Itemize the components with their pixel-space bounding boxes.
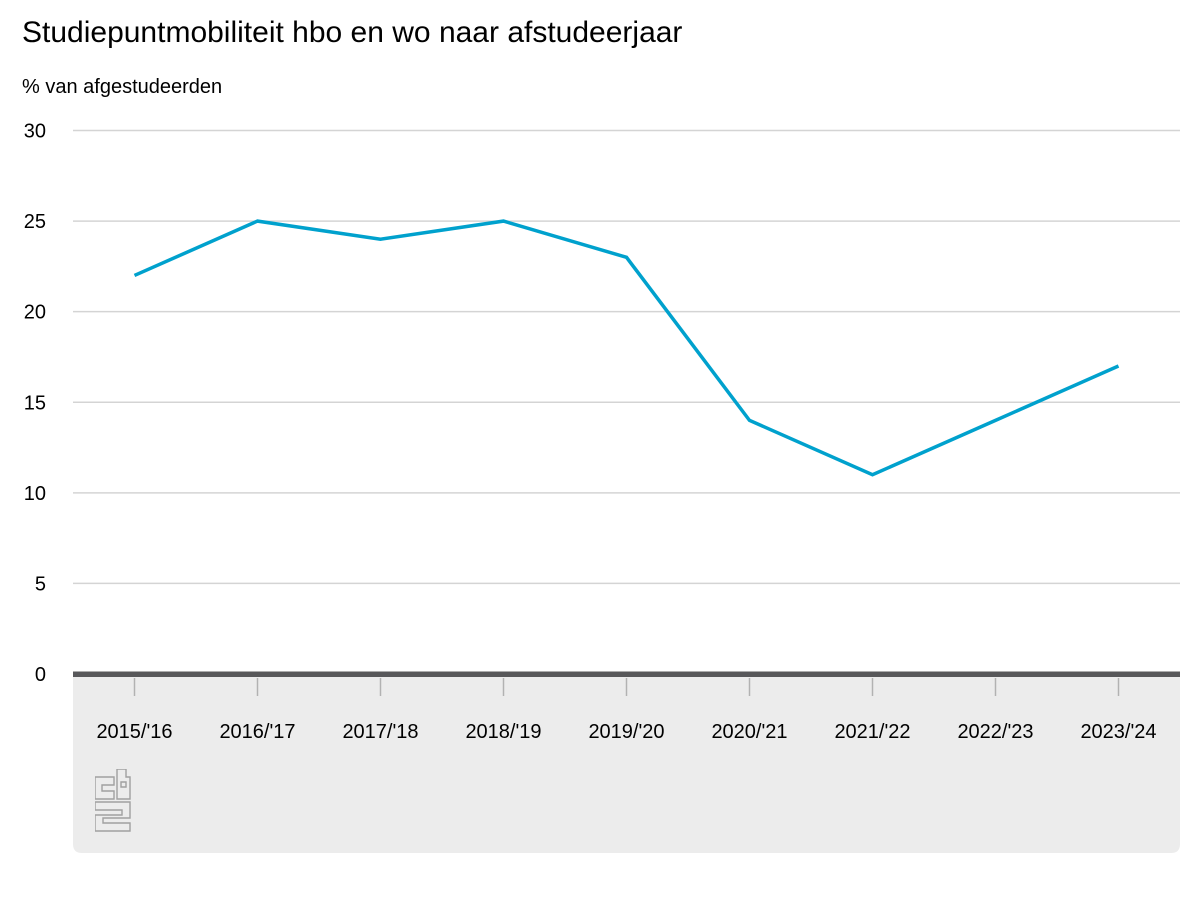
cbs-logo-letter-c bbox=[95, 776, 115, 800]
y-axis-label: 10 bbox=[24, 483, 46, 505]
chart-title: Studiepuntmobiliteit hbo en wo naar afst… bbox=[22, 16, 683, 49]
y-axis-label: 0 bbox=[35, 664, 46, 686]
x-axis-label: 2022/'23 bbox=[957, 721, 1033, 743]
cbs-logo-letter-b-counter bbox=[120, 781, 127, 788]
zero-axis-line bbox=[73, 671, 1180, 677]
y-axis-label: 30 bbox=[24, 121, 46, 143]
x-axis-label: 2015/'16 bbox=[96, 721, 172, 743]
x-axis-label: 2019/'20 bbox=[588, 721, 664, 743]
x-axis-label: 2020/'21 bbox=[711, 721, 787, 743]
x-axis-label: 2021/'22 bbox=[834, 721, 910, 743]
x-axis-label: 2017/'18 bbox=[342, 721, 418, 743]
y-axis-label: 25 bbox=[24, 211, 46, 233]
plot-footer-band bbox=[73, 677, 1180, 853]
cbs-logo-letter-s bbox=[95, 801, 131, 832]
y-axis-label: 20 bbox=[24, 302, 46, 324]
y-axis-label: 15 bbox=[24, 392, 46, 414]
x-axis-label: 2023/'24 bbox=[1080, 721, 1156, 743]
cbs-logo bbox=[95, 769, 131, 832]
cbs-logo-letter-b bbox=[116, 769, 131, 800]
chart-subtitle: % van afgestudeerden bbox=[22, 76, 223, 98]
series-line[interactable] bbox=[133, 219, 1120, 477]
x-axis-label: 2016/'17 bbox=[219, 721, 295, 743]
y-axis-label: 5 bbox=[35, 573, 46, 595]
x-axis-label: 2018/'19 bbox=[465, 721, 541, 743]
